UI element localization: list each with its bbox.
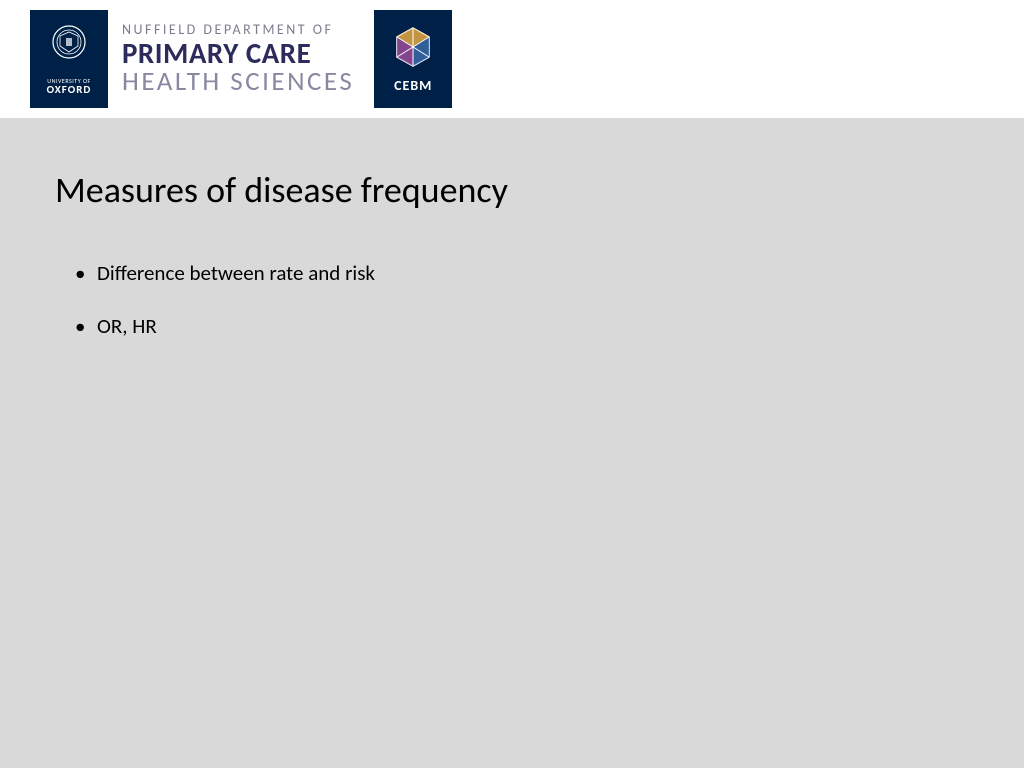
department-title-block: NUFFIELD DEPARTMENT OF PRIMARY CARE HEAL… (122, 23, 354, 95)
cebm-hexagon-icon (391, 25, 435, 69)
oxford-name: OXFORD (47, 84, 92, 96)
department-line2: PRIMARY CARE (122, 39, 354, 68)
oxford-logo-text: UNIVERSITY OF OXFORD (47, 78, 92, 97)
bullet-item: Difference between rate and risk (75, 260, 969, 287)
slide-title: Measures of disease frequency (55, 168, 969, 212)
bullet-list: Difference between rate and risk OR, HR (55, 260, 969, 341)
cebm-label: CEBM (394, 77, 432, 94)
bullet-item: OR, HR (75, 313, 969, 340)
oxford-logo: UNIVERSITY OF OXFORD (30, 10, 108, 108)
cebm-logo: CEBM (374, 10, 452, 108)
oxford-crest-icon (48, 22, 90, 72)
header-bar: UNIVERSITY OF OXFORD NUFFIELD DEPARTMENT… (0, 0, 1024, 118)
department-line3: HEALTH SCIENCES (122, 68, 354, 95)
slide-content: Measures of disease frequency Difference… (0, 118, 1024, 768)
